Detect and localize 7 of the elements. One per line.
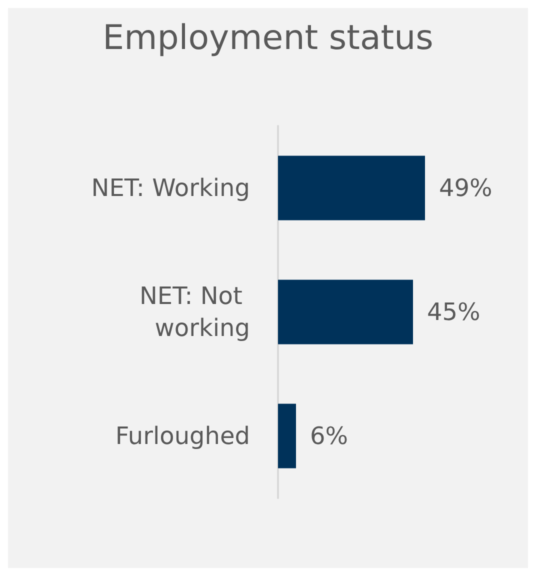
data-label: 45% bbox=[427, 298, 480, 326]
chart-title: Employment status bbox=[102, 18, 434, 58]
data-label: 6% bbox=[310, 422, 348, 450]
y-tick-label: NET: Working bbox=[91, 174, 250, 202]
y-tick-label: Furloughed bbox=[115, 422, 250, 450]
data-label: 49% bbox=[439, 174, 492, 202]
y-tick-label: NET: Not working bbox=[139, 282, 250, 342]
